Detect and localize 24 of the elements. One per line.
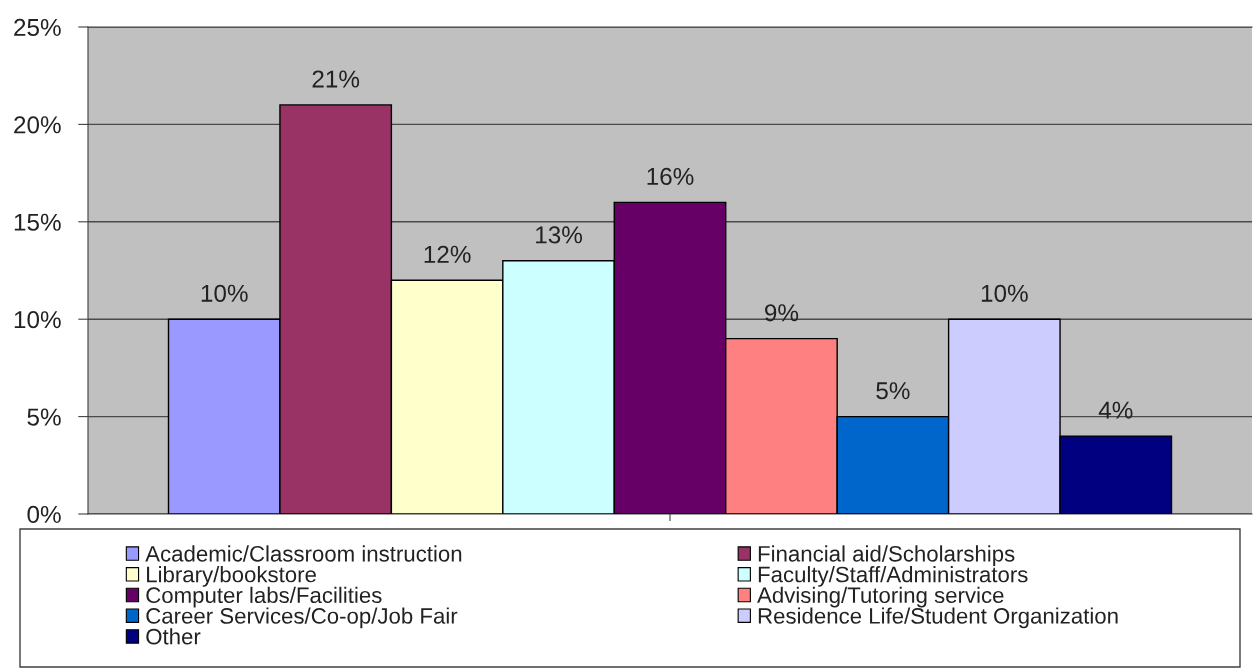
legend-label: Other: [146, 628, 201, 645]
y-tick-label: 25%: [14, 18, 61, 37]
legend-label: Financial aid/Scholarships: [758, 545, 1015, 567]
y-tick-label: 10%: [14, 311, 61, 329]
legend-label: Faculty/Staff/Administrators: [758, 566, 1028, 587]
legend-label: Computer labs/Facilities: [146, 586, 382, 608]
data-label: 5%: [876, 382, 910, 400]
legend-label: Residence Life/Student Organization: [758, 607, 1118, 629]
data-label: 13%: [536, 226, 583, 244]
data-label: 12%: [424, 245, 471, 263]
legend-label: Career Services/Co-op/Job Fair: [146, 607, 458, 629]
data-label: 9%: [765, 304, 799, 322]
legend-label: Advising/Tutoring service: [757, 586, 1004, 608]
y-tick-label: 15%: [14, 213, 61, 231]
y-tick-label: 5%: [27, 408, 61, 426]
data-label: 10%: [981, 284, 1028, 302]
data-label: 16%: [647, 167, 694, 186]
y-tick-label: 0%: [27, 505, 61, 524]
data-label: 4%: [1098, 401, 1133, 419]
data-label: 21%: [312, 70, 360, 88]
legend-label: Library/bookstore: [147, 566, 316, 587]
legend-label: Academic/Classroom instruction: [145, 545, 462, 562]
data-label: 10%: [201, 284, 248, 302]
y-tick-label: 20%: [14, 116, 61, 134]
